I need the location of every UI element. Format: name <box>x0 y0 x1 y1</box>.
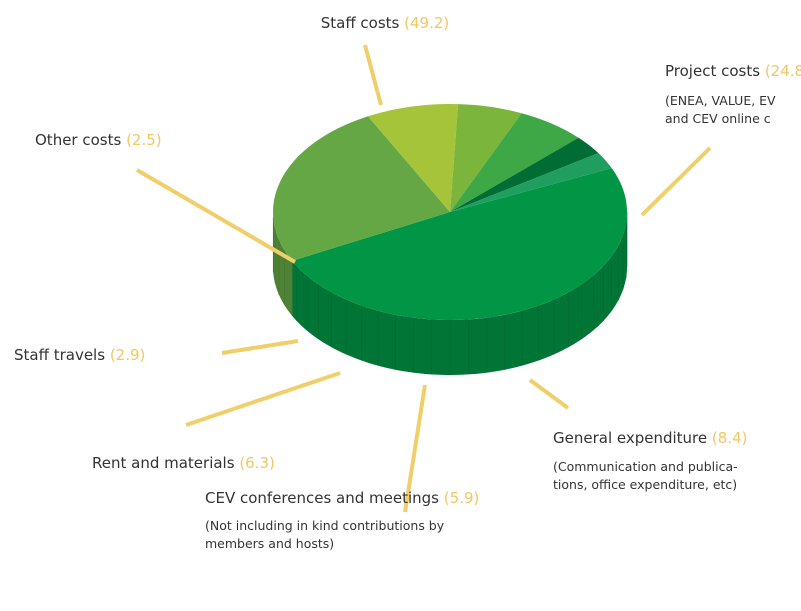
category-name: Other costs <box>35 131 121 149</box>
slice-label: CEV conferences and meetings (5.9) <box>205 489 479 507</box>
slice-label: General expenditure (8.4) <box>553 429 747 447</box>
leader-line <box>135 168 297 264</box>
category-name: Project costs <box>665 62 760 80</box>
category-name: CEV conferences and meetings <box>205 489 439 507</box>
slice <box>367 104 459 212</box>
slice-note: members and hosts) <box>205 536 334 551</box>
slice-side <box>273 212 293 316</box>
value-label: (24.8) <box>765 62 801 80</box>
value-label: (2.5) <box>126 131 162 149</box>
slice <box>450 113 579 212</box>
leader-line <box>221 339 299 355</box>
category-name: Rent and materials <box>92 454 235 472</box>
slice-label: Staff costs (49.2) <box>321 14 450 32</box>
leader-line <box>640 146 712 217</box>
slice-note: (Communication and publica- <box>553 459 738 474</box>
slice <box>450 137 599 212</box>
slice-note: and CEV online c <box>665 111 771 126</box>
slice-note: tions, office expenditure, etc) <box>553 477 737 492</box>
slice <box>292 168 627 320</box>
slice-note: (Not including in kind contributions by <box>205 518 445 533</box>
leader-line <box>528 378 570 410</box>
value-label: (5.9) <box>444 489 480 507</box>
category-name: Staff costs <box>321 14 400 32</box>
category-name: General expenditure <box>553 429 707 447</box>
slice-label: Rent and materials (6.3) <box>92 454 275 472</box>
value-label: (6.3) <box>239 454 275 472</box>
slice-label: Staff travels (2.9) <box>14 346 145 364</box>
leader-line <box>363 44 383 106</box>
slice <box>450 104 522 212</box>
leader-line <box>403 384 427 513</box>
slice-note: (ENEA, VALUE, EV <box>665 93 776 108</box>
slice-label: Project costs (24.8) <box>665 62 801 80</box>
leader-line <box>185 371 341 427</box>
slice <box>273 116 450 261</box>
category-name: Staff travels <box>14 346 105 364</box>
slice-label: Other costs (2.5) <box>35 131 162 149</box>
slice <box>450 153 612 212</box>
value-label: (2.9) <box>110 346 146 364</box>
value-label: (8.4) <box>712 429 748 447</box>
value-label: (49.2) <box>404 14 449 32</box>
slice-side <box>292 212 627 375</box>
